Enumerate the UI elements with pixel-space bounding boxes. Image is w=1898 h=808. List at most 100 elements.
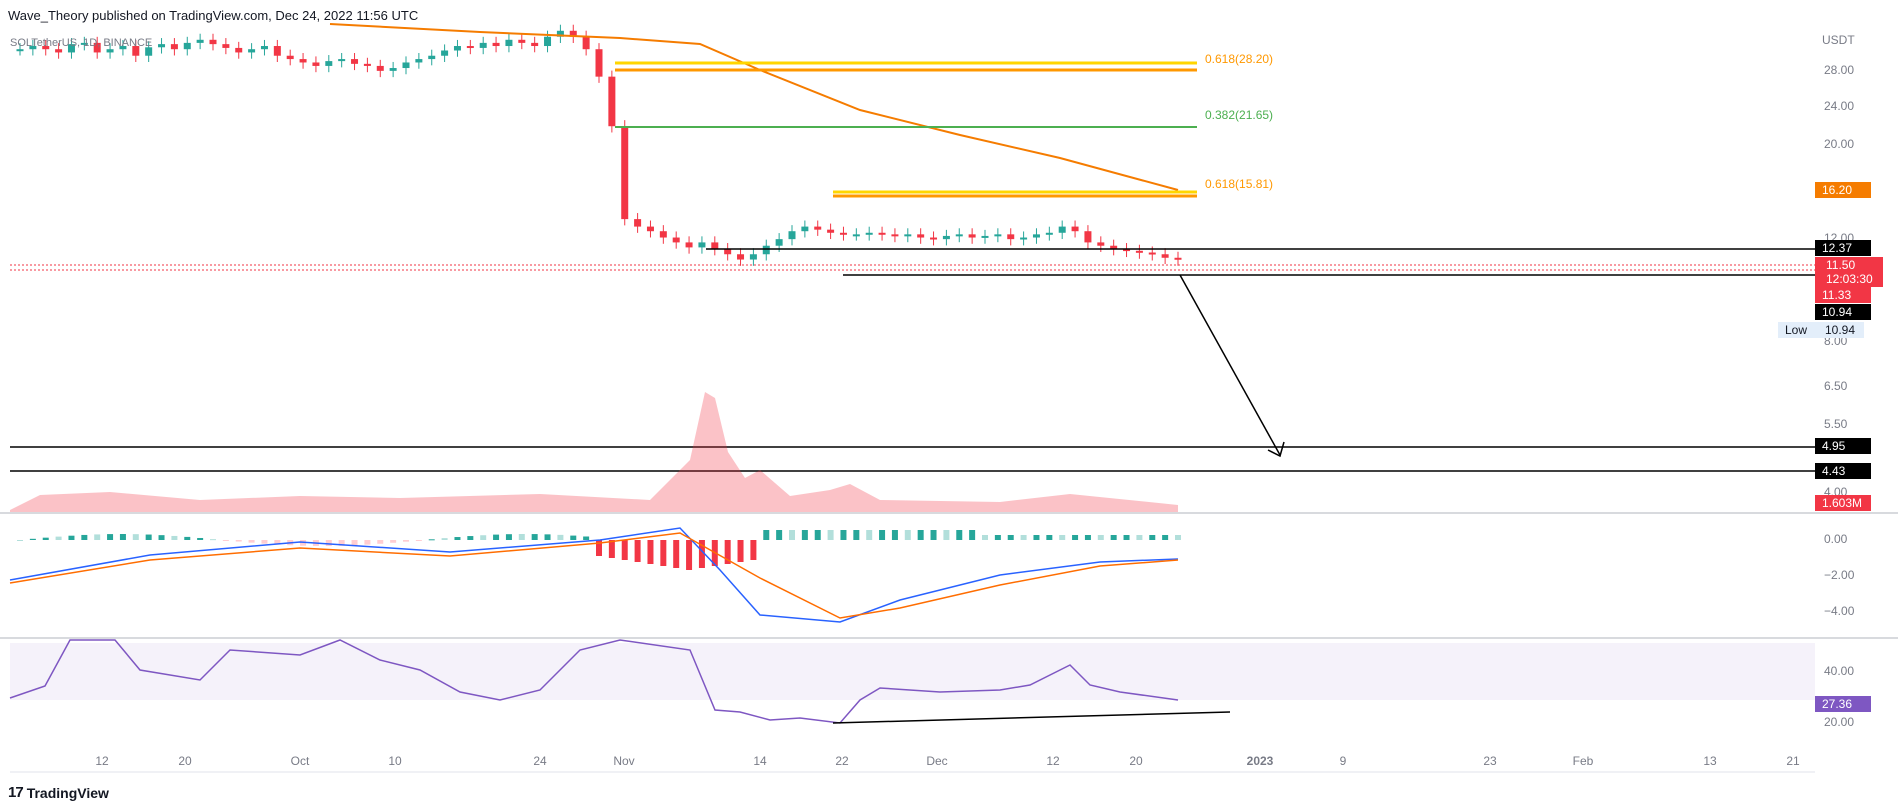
macd-histogram-bar (55, 536, 62, 540)
x-tick-label: Feb (1573, 754, 1594, 768)
macd-histogram-bar (660, 540, 667, 566)
x-tick-label: Nov (613, 754, 634, 768)
candle (170, 44, 178, 50)
y-tick-label: 20.00 (1824, 137, 1854, 151)
level-tag: 10.94 (1822, 305, 1852, 319)
signal-line (9, 532, 1179, 619)
macd-histogram-bar (750, 540, 757, 560)
macd-histogram-bar (1123, 535, 1130, 540)
candle (415, 59, 423, 63)
fib-label: 0.382(21.65) (1205, 108, 1273, 122)
published-text: Wave_Theory published on TradingView.com… (8, 8, 419, 23)
macd-histogram-bar (737, 540, 744, 562)
macd-histogram-bar (1033, 535, 1040, 540)
macd-histogram-bar (428, 539, 435, 541)
macd-histogram-bar (621, 540, 628, 560)
candle (634, 219, 642, 227)
price-tag-bg (1815, 257, 1883, 287)
x-tick-label: 20 (1129, 754, 1143, 768)
price-tag: 11.50 (1826, 258, 1855, 272)
candle (248, 49, 256, 53)
candle (775, 239, 783, 246)
macd-histogram-bar (673, 540, 680, 568)
macd-histogram-bar (904, 530, 911, 540)
candle (518, 39, 526, 43)
candle (42, 46, 50, 50)
candle (67, 44, 75, 53)
candle (132, 46, 140, 56)
candle (183, 42, 191, 50)
tradingview-logo-icon: 17 (8, 784, 24, 801)
macd-histogram-bar (518, 534, 525, 540)
candle (93, 42, 101, 53)
macd-histogram-bar (840, 530, 847, 540)
candle (1084, 231, 1092, 243)
y-tick-label: 24.00 (1824, 99, 1854, 113)
candle (1071, 226, 1079, 232)
candle (222, 44, 230, 48)
macd-histogram-bar (789, 530, 795, 540)
x-tick-label: 20 (178, 754, 192, 768)
candle (1045, 232, 1053, 235)
candle (865, 232, 873, 235)
macd-tick-label: −4.00 (1824, 604, 1855, 618)
candle (852, 234, 860, 237)
candle (492, 42, 500, 47)
macd-histogram-bar (480, 535, 487, 540)
candle (235, 47, 243, 53)
rsi-line (9, 639, 1179, 724)
macd-line (9, 527, 1179, 623)
macd-histogram-bar (29, 538, 36, 540)
chart-header: Wave_Theory published on TradingView.com… (8, 8, 418, 23)
low-label: Low (1785, 323, 1807, 337)
rsi-value-tag: 27.36 (1822, 697, 1852, 711)
macd-histogram-bar (776, 530, 783, 540)
candle (1020, 237, 1028, 240)
candle (351, 59, 359, 64)
macd-histogram-bar (698, 540, 705, 568)
macd-histogram-bar (1136, 535, 1143, 540)
x-tick-label: 14 (753, 754, 767, 768)
candle (659, 231, 667, 238)
candle (737, 254, 745, 260)
candle (376, 65, 384, 71)
macd-histogram-bar (531, 534, 538, 540)
candle (441, 50, 449, 56)
candle (608, 76, 616, 127)
axis-unit: USDT (1822, 33, 1855, 47)
macd-histogram-bar (994, 535, 1001, 540)
candle (968, 234, 976, 238)
brand-name: TradingView (26, 784, 109, 801)
macd-histogram-bar (184, 536, 191, 540)
candle (544, 36, 552, 47)
level-tag-bg (1815, 287, 1871, 303)
level-tag-bg (1815, 463, 1871, 479)
level-tag: 4.95 (1822, 439, 1846, 453)
candle (827, 229, 835, 233)
candle (582, 36, 590, 50)
candle (55, 49, 63, 53)
candle (80, 42, 88, 45)
rsi-value-tag-bg (1815, 696, 1871, 712)
candle (402, 62, 410, 69)
rsi-tick-label: 20.00 (1824, 715, 1854, 729)
fib-label: 0.618(28.20) (1205, 52, 1273, 66)
candle (1135, 250, 1143, 253)
macd-histogram-bar (596, 540, 602, 556)
macd-histogram-bar (1072, 535, 1079, 540)
candle (955, 234, 963, 237)
level-tag: 11.33 (1822, 288, 1851, 302)
level-tag-bg (1815, 240, 1871, 256)
candle (1058, 226, 1066, 233)
macd-histogram-bar (377, 540, 384, 544)
macd-histogram-bar (891, 530, 898, 540)
macd-histogram-bar (557, 534, 564, 540)
x-tick-label: 23 (1483, 754, 1497, 768)
y-tick-label: 28.00 (1824, 63, 1854, 77)
candle (466, 46, 474, 49)
candle (994, 234, 1002, 237)
candle (106, 49, 114, 53)
candle (1123, 249, 1131, 252)
ma-value-tag: 16.20 (1822, 183, 1852, 197)
